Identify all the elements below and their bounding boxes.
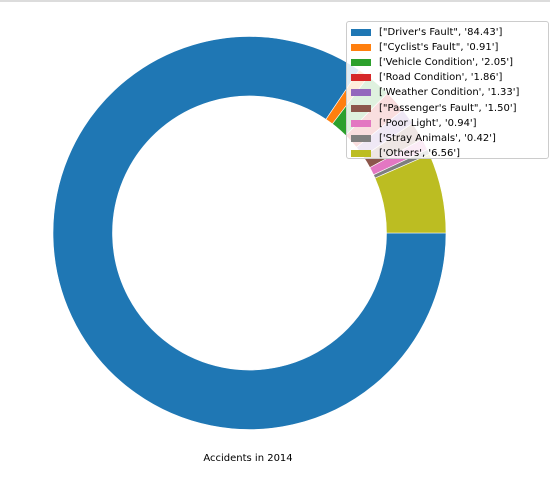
chart-legend: ["Driver's Fault", '84.43'] ["Cyclist's F… xyxy=(346,21,549,159)
legend-item-others: ['Others', '6.56'] xyxy=(351,146,548,161)
legend-swatch xyxy=(351,44,371,52)
legend-item-poor-light: ['Poor Light', '0.94'] xyxy=(351,116,548,131)
legend-label: ['Road Condition', '1.86'] xyxy=(379,72,503,84)
legend-label: ["Driver's Fault", '84.43'] xyxy=(379,27,503,39)
legend-item-passenger-s-fault: ["Passenger's Fault", '1.50'] xyxy=(351,100,548,115)
legend-swatch xyxy=(351,134,371,142)
legend-label: ['Others', '6.56'] xyxy=(379,147,461,159)
legend-item-road-condition: ['Road Condition', '1.86'] xyxy=(351,70,548,85)
legend-swatch xyxy=(351,89,371,97)
legend-swatch xyxy=(351,59,371,67)
legend-swatch xyxy=(351,29,371,37)
donut-slice-driver-s-fault xyxy=(52,36,447,430)
legend-label: ["Cyclist's Fault", '0.91'] xyxy=(379,42,499,54)
x-axis-label: Accidents in 2014 xyxy=(203,453,293,464)
window-top-border xyxy=(0,0,550,2)
legend-swatch xyxy=(351,74,371,82)
legend-label: ['Weather Condition', '1.33'] xyxy=(379,87,520,99)
legend-item-stray-animals: ['Stray Animals', '0.42'] xyxy=(351,131,548,146)
legend-swatch xyxy=(351,149,371,157)
legend-label: ['Poor Light', '0.94'] xyxy=(379,117,477,129)
legend-item-cyclist-s-fault: ["Cyclist's Fault", '0.91'] xyxy=(351,40,548,55)
legend-swatch xyxy=(351,104,371,112)
legend-swatch xyxy=(351,119,371,127)
legend-label: ['Stray Animals', '0.42'] xyxy=(379,132,496,144)
legend-item-weather-condition: ['Weather Condition', '1.33'] xyxy=(351,85,548,100)
legend-item-vehicle-condition: ['Vehicle Condition', '2.05'] xyxy=(351,55,548,70)
legend-label: ['Vehicle Condition', '2.05'] xyxy=(379,57,514,69)
donut-slice-others xyxy=(374,153,447,234)
legend-item-driver-s-fault: ["Driver's Fault", '84.43'] xyxy=(351,25,548,40)
legend-label: ["Passenger's Fault", '1.50'] xyxy=(379,102,517,114)
